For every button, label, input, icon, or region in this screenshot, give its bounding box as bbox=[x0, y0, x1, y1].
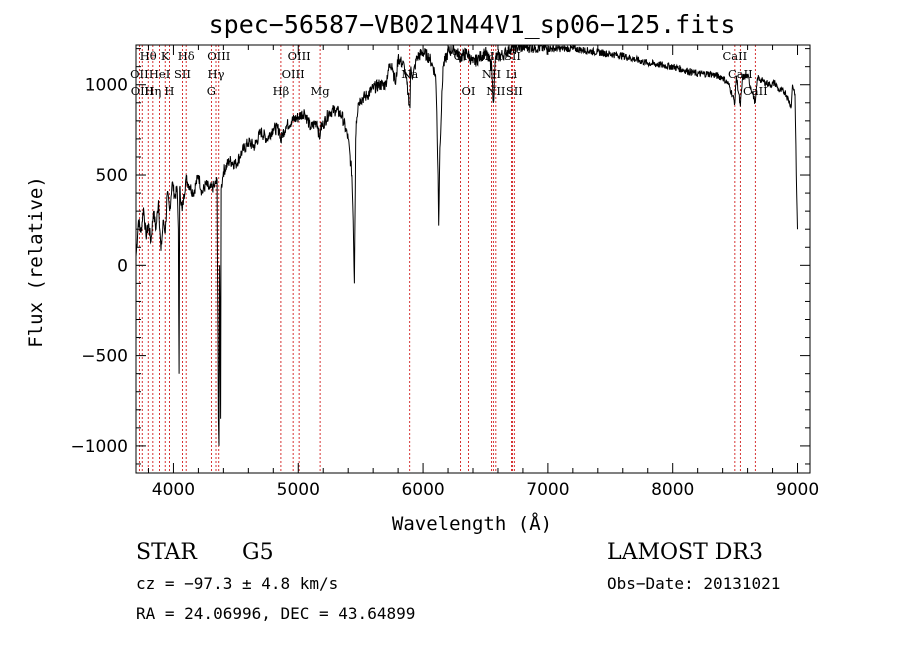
spectral-subclass: G5 bbox=[242, 540, 274, 565]
coordinates: RA = 24.06996, DEC = 43.64899 bbox=[136, 604, 416, 623]
line-label: G bbox=[207, 84, 216, 98]
emission-line-markers bbox=[138, 45, 756, 473]
line-label: H bbox=[164, 84, 174, 98]
line-label: CaII bbox=[743, 84, 768, 98]
y-tick-label: −1000 bbox=[70, 437, 128, 457]
line-label: OIII bbox=[282, 67, 305, 81]
spectrum-line bbox=[136, 45, 798, 446]
y-tick-label: 0 bbox=[117, 256, 128, 276]
x-tick-label: 5000 bbox=[277, 480, 320, 500]
y-tick-label: 1000 bbox=[85, 76, 128, 96]
line-label: Hβ bbox=[273, 84, 290, 98]
line-label: SII bbox=[506, 84, 523, 98]
x-tick-label: 7000 bbox=[526, 480, 569, 500]
x-tick-label: 8000 bbox=[651, 480, 694, 500]
line-label: CaII bbox=[722, 49, 747, 63]
line-label: CaII bbox=[728, 67, 753, 81]
redshift-cz: cz = −97.3 ± 4.8 km/s bbox=[136, 574, 339, 593]
y-tick-label: 500 bbox=[96, 166, 128, 186]
line-label: Hθ bbox=[140, 49, 157, 63]
line-label: OI bbox=[462, 84, 476, 98]
line-label: SII bbox=[174, 67, 191, 81]
line-label: OIII bbox=[288, 49, 311, 63]
line-label: OII bbox=[130, 67, 149, 81]
y-tick-label: −500 bbox=[81, 347, 128, 367]
line-label: NII bbox=[486, 84, 505, 98]
line-label: Hδ bbox=[178, 49, 195, 63]
x-axis-label: Wavelength (Å) bbox=[392, 512, 552, 535]
axis-ticks: 4000 5000 6000 7000 8000 9000 −1000 −500 0 500 100… bbox=[70, 45, 819, 500]
survey-name: LAMOST DR3 bbox=[607, 540, 763, 565]
line-label: HeI bbox=[149, 67, 170, 81]
x-tick-label: 4000 bbox=[152, 480, 195, 500]
x-tick-label: 9000 bbox=[776, 480, 819, 500]
line-label: Hγ bbox=[208, 67, 225, 81]
x-tick-label: 6000 bbox=[401, 480, 444, 500]
obs-date: Obs−Date: 20131021 bbox=[607, 574, 781, 593]
line-label: Hη bbox=[144, 84, 161, 98]
chart-title: spec−56587−VB021N44V1_sp06−125.fits bbox=[209, 10, 736, 39]
line-label: Mg bbox=[311, 84, 331, 98]
plot-frame bbox=[135, 44, 811, 474]
line-label: K bbox=[161, 49, 170, 63]
line-label: OIII bbox=[207, 49, 230, 63]
line-label: Li bbox=[506, 67, 518, 81]
y-axis-label: Flux (relative) bbox=[25, 176, 47, 348]
object-class: STAR bbox=[136, 540, 197, 565]
